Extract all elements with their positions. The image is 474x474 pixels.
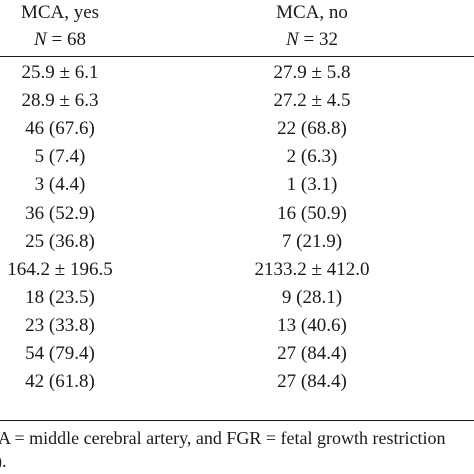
cell-mca-no: 22 (68.8) — [277, 118, 347, 140]
cell-mca-yes: 25.9 ± 6.1 — [21, 62, 99, 83]
cell-mca-no: 16 (50.9) — [277, 202, 347, 224]
cell-mca-yes: 3 (4.4) — [34, 174, 86, 196]
cell-mca-yes: 46 (67.6) — [25, 118, 95, 140]
cell-mca-no: 1 (3.1) — [286, 174, 338, 196]
n-label: N — [34, 29, 47, 50]
cell-mca-yes: 18 (23.5) — [25, 286, 95, 308]
column-header-mca-yes-title: MCA, yes — [20, 2, 100, 23]
footnote-line-1: A = middle cerebral artery, and FGR = fe… — [0, 428, 446, 448]
cell-mca-yes: 164.2 ± 196.5 — [7, 258, 113, 280]
cell-mca-yes: 25 (36.8) — [25, 230, 95, 252]
footnote-line-2: ). — [0, 451, 7, 471]
cell-mca-no: 9 (28.1) — [281, 286, 343, 308]
n-value: = 68 — [46, 29, 86, 50]
n-label: N — [286, 29, 299, 50]
cell-mca-no: 2133.2 ± 412.0 — [254, 258, 370, 280]
cell-mca-yes: 54 (79.4) — [25, 343, 95, 364]
header-rule — [0, 56, 474, 57]
footer-rule — [0, 420, 474, 421]
cell-mca-yes: 28.9 ± 6.3 — [21, 90, 99, 112]
cell-mca-yes: 36 (52.9) — [25, 202, 95, 224]
cell-mca-no: 13 (40.6) — [277, 314, 347, 336]
n-value: = 32 — [298, 29, 338, 50]
column-n-mca-no: N = 32 — [286, 29, 338, 51]
cell-mca-no: 27 (84.4) — [277, 371, 347, 393]
column-header-mca-no-title: MCA, no — [276, 2, 348, 23]
cell-mca-yes: 23 (33.8) — [25, 314, 95, 336]
column-header-mca-no: MCA, no — [276, 2, 348, 24]
cell-mca-yes: 42 (61.8) — [25, 371, 95, 393]
column-header-mca-yes: MCA, yes — [21, 2, 99, 24]
cell-mca-no: 27 (84.4) — [277, 343, 347, 364]
cell-mca-no: 7 (21.9) — [281, 230, 343, 252]
column-n-mca-yes: N = 68 — [34, 29, 86, 51]
cell-mca-no: 2 (6.3) — [286, 146, 338, 168]
cell-mca-no: 27.9 ± 5.8 — [273, 62, 351, 83]
cell-mca-yes: 5 (7.4) — [34, 146, 86, 168]
cell-mca-no: 27.2 ± 4.5 — [273, 90, 351, 112]
